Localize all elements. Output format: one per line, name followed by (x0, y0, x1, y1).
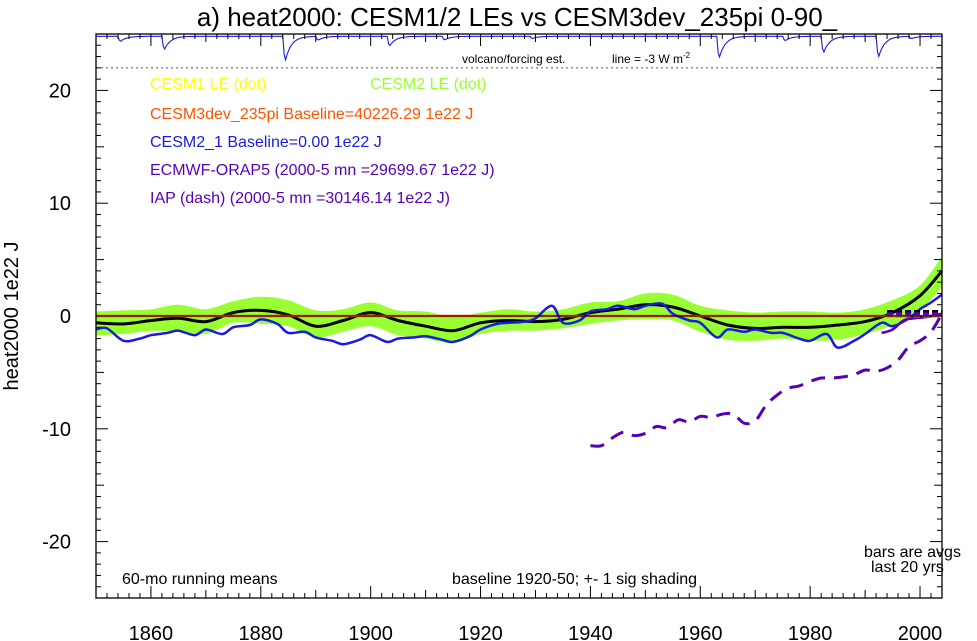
volcano-label: volcano/forcing est. (462, 52, 565, 66)
x-tick-label: 1880 (239, 623, 284, 641)
x-tick-label: 2000 (898, 623, 943, 641)
volcano-forcing-line (96, 35, 942, 69)
y-axis-label: heat2000 1e22 J (1, 241, 23, 390)
running-means-label: 60-mo running means (122, 571, 278, 588)
x-tick-label: 1980 (788, 623, 833, 641)
chart-title: a) heat2000: CESM1/2 LEs vs CESM3dev_235… (197, 2, 838, 32)
legend-entry-1: CESM2 LE (dot) (370, 76, 486, 93)
y-tick-label: -20 (42, 532, 71, 554)
legend: CESM1 LE (dot) CESM2 LE (dot) CESM3dev_235… (150, 76, 495, 207)
x-tick-label: 1900 (348, 623, 393, 641)
series-line-2 (95, 293, 943, 349)
series-line-4 (590, 312, 944, 448)
legend-entry-0: CESM1 LE (dot) (150, 76, 266, 93)
bars-label-line1: bars are avgs (864, 544, 961, 561)
cesm2-shading-area (96, 256, 942, 344)
x-tick-label: 1920 (458, 623, 503, 641)
y-tick-label: 10 (49, 193, 71, 215)
x-tick-label: 1860 (129, 623, 174, 641)
plot-axes: 1860 1880 1900 1920 1940 1960 1980 2000 -20 -10 0 1… (42, 33, 943, 641)
line-label-text: line = -3 W m (612, 52, 683, 66)
cesm2-shading-band (96, 256, 942, 344)
legend-entry-3: CESM2_1 Baseline=0.00 1e22 J (150, 134, 382, 151)
x-tick-label: 1960 (678, 623, 723, 641)
legend-entry-4: ECMWF-ORAP5 (2000-5 mn =29699.67 1e22 J) (150, 162, 495, 179)
line-label: line = -3 W m-2 (612, 51, 691, 66)
baseline-label: baseline 1920-50; +- 1 sig shading (452, 571, 697, 588)
line-label-superscript: -2 (683, 51, 691, 60)
volcano-line-path (96, 35, 942, 62)
y-tick-label: 20 (49, 80, 71, 102)
y-tick-label: 0 (60, 306, 71, 328)
legend-entry-5: IAP (dash) (2000-5 mn =30146.14 1e22 J) (150, 190, 450, 207)
bars-label-line2: last 20 yrs (871, 559, 944, 576)
x-tick-label: 1940 (568, 623, 613, 641)
y-tick-label: -10 (42, 419, 71, 441)
legend-entry-2: CESM3dev_235pi Baseline=40226.29 1e22 J (150, 106, 473, 123)
